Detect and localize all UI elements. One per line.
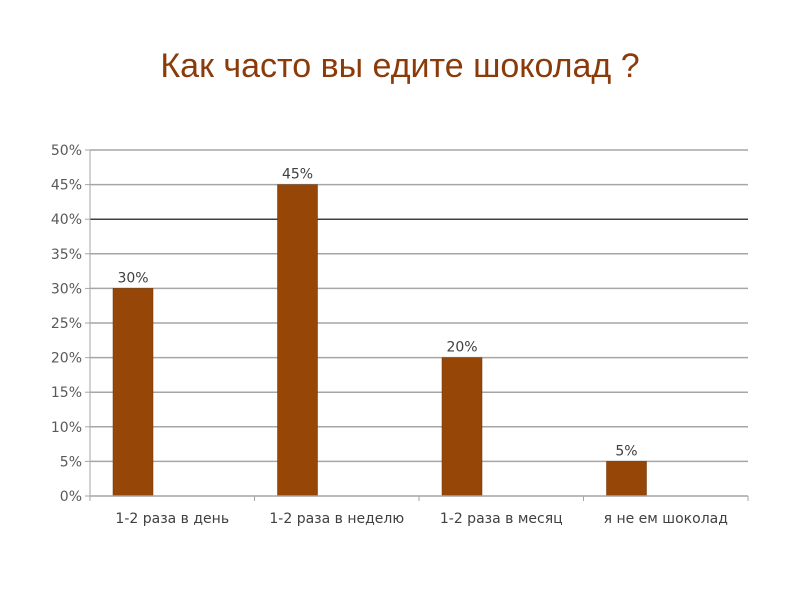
y-tick-label: 5% (60, 454, 82, 470)
y-tick-label: 40% (51, 212, 82, 228)
data-labels: 30% 45% 20% 5% (117, 167, 637, 460)
x-axis: 1-2 раза в день 1-2 раза в неделю 1-2 раза… (89, 150, 749, 527)
bar (606, 461, 647, 497)
y-tick-label: 30% (51, 281, 82, 297)
bar (441, 357, 483, 497)
y-tick-label: 45% (51, 178, 82, 194)
y-tick-label: 10% (51, 420, 82, 436)
y-tick-label: 25% (51, 316, 82, 332)
x-category-label: 1-2 раза в неделю (269, 511, 404, 527)
gridlines (90, 149, 748, 463)
bars (112, 184, 647, 497)
bar (112, 288, 154, 497)
y-tick-label: 0% (60, 489, 82, 505)
y-tick-label: 50% (51, 143, 82, 159)
x-category-label: 1-2 раза в месяц (440, 511, 563, 527)
x-category-label: я не ем шоколад (604, 511, 728, 527)
data-label: 30% (117, 270, 148, 286)
chart-title: Как часто вы едите шоколад ? (160, 47, 640, 85)
y-tick-label: 35% (51, 247, 82, 263)
y-tick-label: 20% (51, 351, 82, 367)
data-label: 20% (446, 340, 477, 356)
data-label: 45% (282, 167, 313, 183)
bar (277, 184, 318, 497)
data-label: 5% (615, 443, 637, 459)
y-axis-ticks: 0% 5% 10% 15% 20% 25% 30% 35% 40% 45% 50% (51, 143, 90, 505)
y-tick-label: 15% (51, 385, 82, 401)
x-category-label: 1-2 раза в день (115, 511, 229, 527)
